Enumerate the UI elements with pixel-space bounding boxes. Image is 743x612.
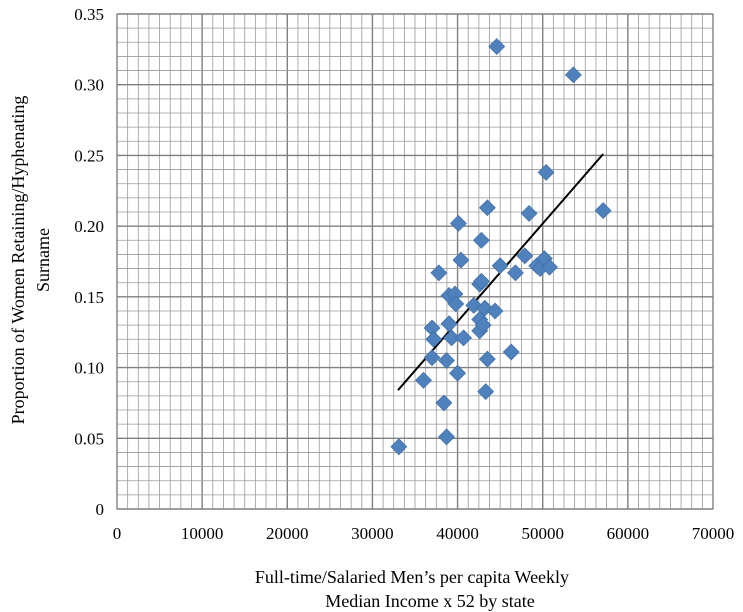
data-point [452,251,470,269]
y-tick-label: 0.30 [74,76,104,95]
data-point [425,330,443,348]
x-axis-title-line-1: Full-time/Salaried Men’s per capita Week… [255,567,569,587]
x-axis-title-line-2: Median Income x 52 by state [325,591,534,611]
plot-area-frame [116,13,714,510]
y-axis-title-line-1: Proportion of Women Retaining/Hyphenatin… [8,96,28,425]
gridlines [116,13,714,510]
data-point [477,383,495,401]
data-point [474,316,492,334]
data-point [455,329,472,347]
data-point [443,329,461,347]
y-tick-label: 0 [96,500,105,519]
x-tick-label: 40000 [436,524,479,543]
data-point [390,438,408,456]
tick-labels: 0 10000 20000 30000 40000 50000 60000 70000 0 0.0… [74,5,734,543]
data-point [430,264,448,282]
y-tick-label: 0.35 [74,5,104,24]
x-tick-label: 60000 [607,524,650,543]
data-point [449,364,466,382]
data-point [440,315,458,333]
data-point [435,394,453,412]
data-point [564,66,582,84]
y-tick-label: 0.25 [74,146,104,165]
data-point [594,202,612,220]
data-point [478,199,496,217]
data-point [486,302,504,320]
data-point [491,257,509,275]
y-tick-label: 0.10 [74,359,104,378]
x-tick-label: 20000 [266,524,309,543]
x-tick-label: 70000 [692,524,735,543]
y-tick-label: 0.15 [74,288,104,307]
data-point [449,214,467,232]
data-point [478,350,496,368]
data-point [537,163,555,181]
data-point [516,247,534,265]
x-tick-label: 0 [113,524,122,543]
data-point [447,295,465,313]
data-point [488,38,506,55]
data-point [438,352,455,369]
y-tick-label: 0.05 [74,429,104,448]
y-axis-title-line-2: Surname [33,228,53,292]
data-point [520,204,538,222]
data-point [423,349,441,367]
data-point [438,428,455,446]
data-points [390,38,612,456]
x-tick-label: 10000 [181,524,224,543]
data-point [507,264,524,282]
x-tick-label: 50000 [521,524,564,543]
data-point [472,272,490,290]
data-point [472,231,490,249]
y-tick-label: 0.20 [74,217,104,236]
data-point [502,343,520,361]
x-tick-label: 30000 [351,524,394,543]
data-point [541,258,558,276]
data-point [415,371,432,389]
